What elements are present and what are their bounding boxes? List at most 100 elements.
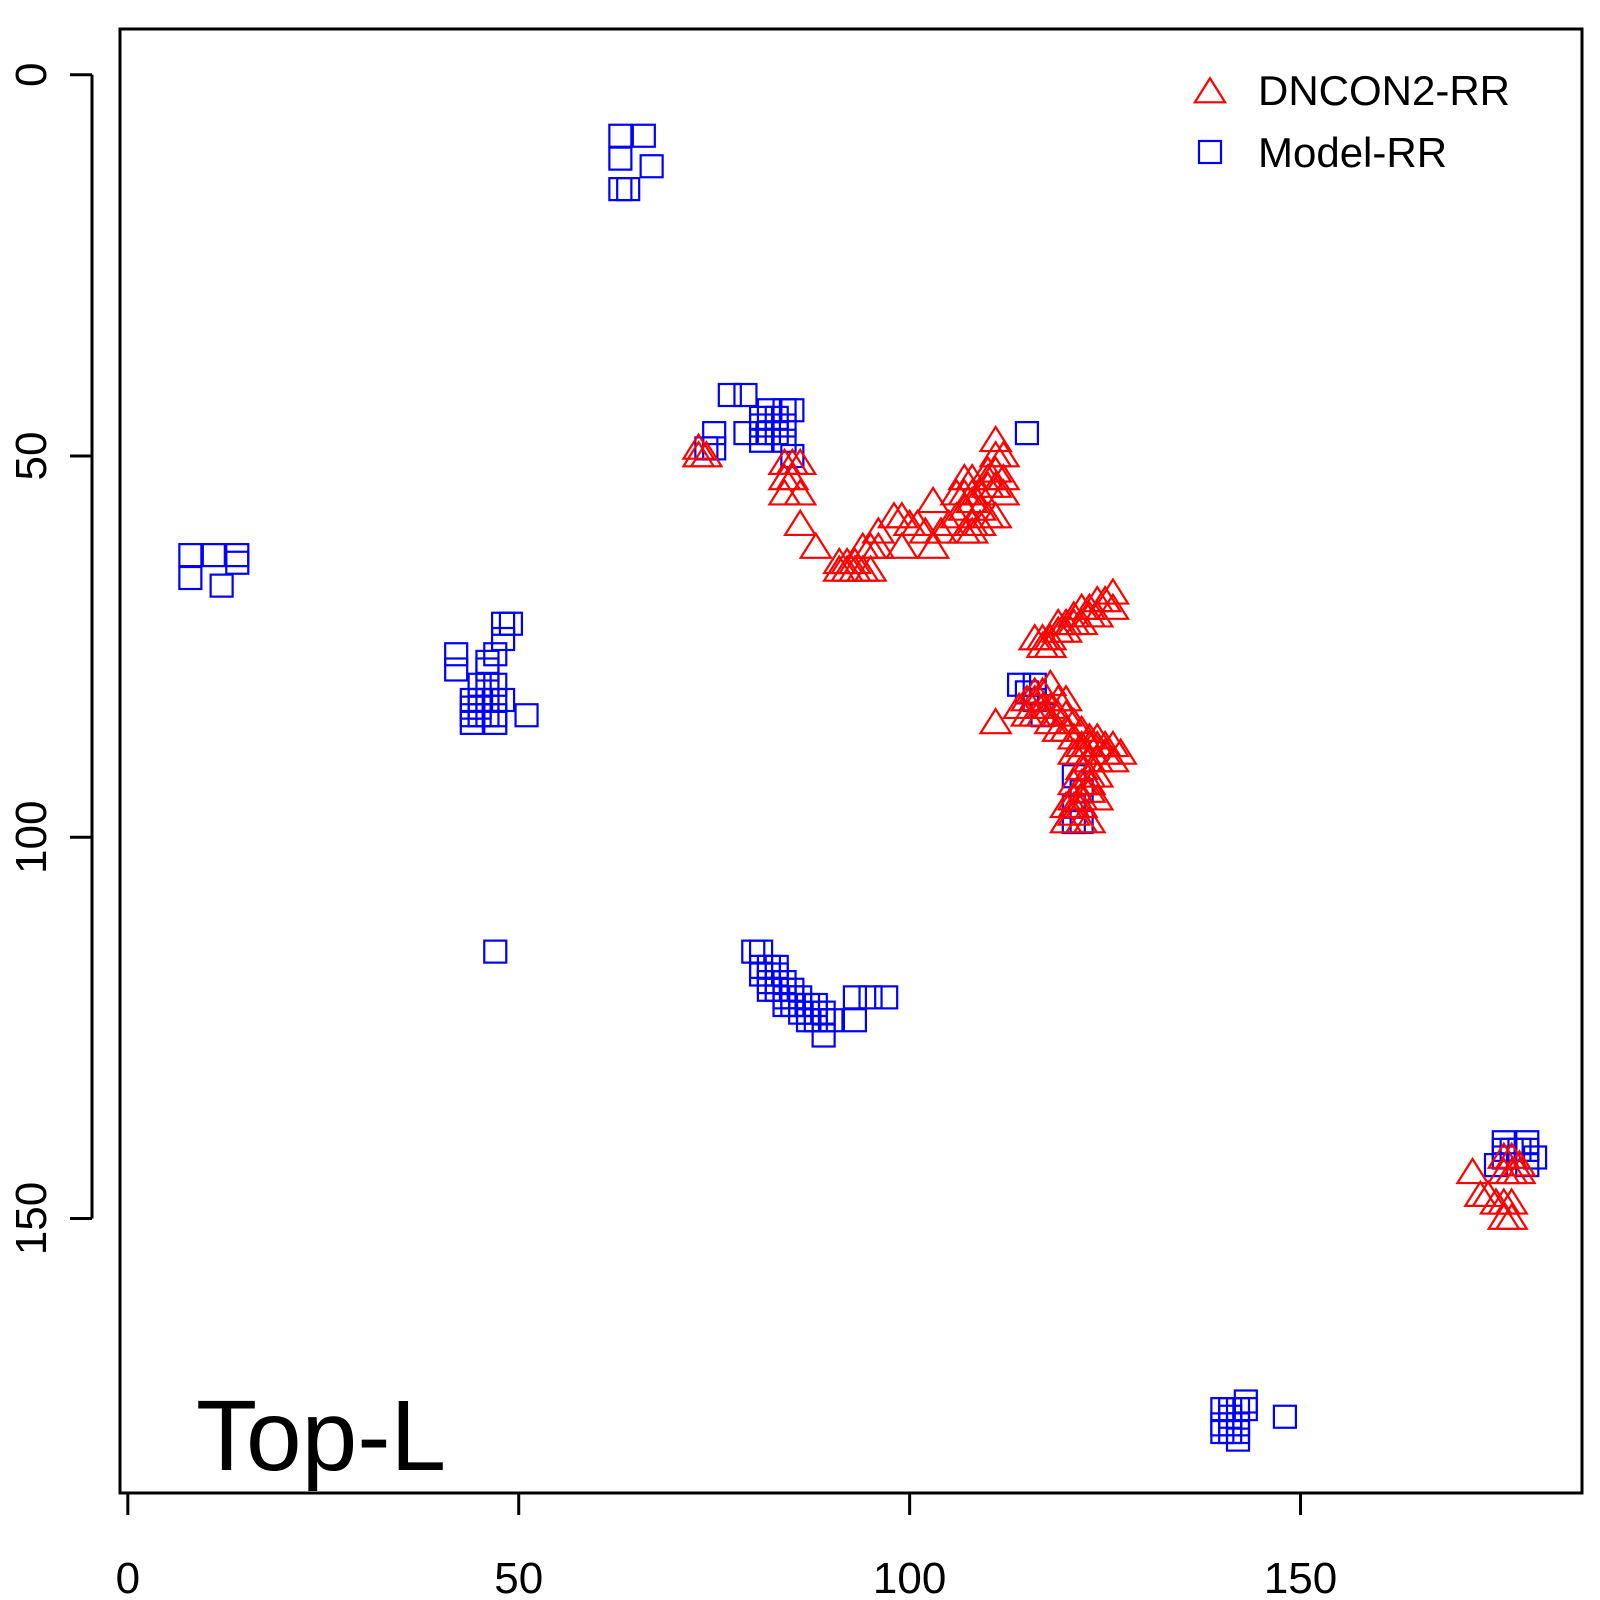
point-triangle xyxy=(861,516,896,544)
point-square xyxy=(717,382,742,408)
point-triangle xyxy=(1048,714,1084,742)
point-square xyxy=(772,413,797,438)
point-triangle xyxy=(1080,729,1115,758)
point-square xyxy=(842,1008,868,1033)
point-triangle xyxy=(783,508,818,537)
point-triangle xyxy=(1080,745,1115,773)
point-triangle xyxy=(978,455,1013,483)
point-square xyxy=(490,687,516,713)
point-square xyxy=(772,992,797,1018)
point-square xyxy=(608,146,633,171)
point-triangle xyxy=(798,531,833,559)
point-square xyxy=(459,687,484,713)
point-square xyxy=(498,611,524,636)
point-triangle xyxy=(1033,707,1068,735)
point-square xyxy=(201,543,226,568)
point-square xyxy=(733,382,758,408)
legend-label: DNCON2-RR xyxy=(1258,67,1510,114)
point-triangle xyxy=(1056,707,1091,735)
point-square xyxy=(819,1008,844,1033)
point-triangle xyxy=(1072,806,1107,834)
point-triangle xyxy=(1064,790,1099,819)
data-points xyxy=(178,123,1548,1452)
point-square xyxy=(764,421,789,446)
point-triangle xyxy=(1056,722,1091,750)
point-triangle xyxy=(1072,592,1107,620)
point-triangle xyxy=(1087,585,1123,613)
point-triangle xyxy=(884,501,919,529)
point-triangle xyxy=(1494,1202,1529,1230)
point-square xyxy=(483,642,508,667)
point-triangle xyxy=(1048,806,1084,834)
point-square xyxy=(209,573,234,598)
point-triangle xyxy=(689,440,724,468)
point-square xyxy=(733,421,758,446)
point-triangle xyxy=(962,478,998,506)
point-triangle xyxy=(884,531,919,559)
point-triangle xyxy=(837,546,873,575)
legend: DNCON2-RR Model-RR xyxy=(1192,67,1510,176)
point-triangle xyxy=(1471,1179,1506,1208)
point-triangle xyxy=(1095,577,1131,605)
point-triangle xyxy=(681,432,716,460)
point-square xyxy=(178,565,203,591)
point-triangle xyxy=(1033,691,1068,720)
point-triangle xyxy=(1494,1187,1529,1215)
point-triangle xyxy=(783,478,818,506)
x-tick-label: 150 xyxy=(1264,1554,1337,1600)
legend-square-icon xyxy=(1197,139,1223,165)
y-tick-label: 100 xyxy=(7,801,56,874)
point-triangle xyxy=(978,501,1013,529)
point-triangle xyxy=(1072,768,1107,796)
point-square xyxy=(616,177,641,202)
point-triangle xyxy=(1080,600,1115,628)
point-square xyxy=(748,405,774,430)
point-triangle xyxy=(1033,630,1068,659)
panel-label: Top-L xyxy=(196,1380,446,1492)
point-square xyxy=(1210,1419,1235,1445)
point-triangle xyxy=(962,508,998,537)
point-triangle xyxy=(1502,1156,1537,1185)
point-square xyxy=(225,550,250,575)
x-tick-label: 0 xyxy=(116,1554,140,1600)
point-triangle xyxy=(978,424,1013,453)
point-square xyxy=(490,626,516,652)
point-square xyxy=(514,703,539,728)
point-triangle xyxy=(986,478,1021,506)
legend-triangle-icon xyxy=(1192,76,1228,104)
point-square xyxy=(702,421,727,446)
point-square xyxy=(631,123,656,148)
point-square xyxy=(483,939,508,964)
point-square xyxy=(874,985,899,1010)
y-tick-label: 0 xyxy=(7,63,56,87)
point-square xyxy=(1233,1389,1258,1414)
point-triangle xyxy=(1455,1156,1490,1185)
point-triangle xyxy=(986,463,1021,491)
point-triangle xyxy=(1048,699,1084,727)
point-triangle xyxy=(1064,607,1099,636)
point-triangle xyxy=(1494,1141,1529,1169)
point-square xyxy=(467,672,492,697)
point-square xyxy=(811,1023,836,1048)
point-triangle xyxy=(962,493,998,521)
point-triangle xyxy=(978,470,1013,498)
point-triangle xyxy=(978,707,1013,735)
point-triangle xyxy=(1095,592,1131,620)
point-square xyxy=(1218,1404,1243,1429)
y-tick-label: 150 xyxy=(7,1182,56,1255)
point-triangle xyxy=(1072,775,1107,803)
point-triangle xyxy=(1056,798,1091,826)
point-triangle xyxy=(1033,623,1068,651)
x-tick-label: 50 xyxy=(494,1554,543,1600)
series-dncon2-rr xyxy=(681,424,1537,1230)
point-triangle xyxy=(1064,737,1099,765)
point-square xyxy=(858,985,883,1010)
point-triangle xyxy=(1087,737,1123,765)
point-triangle xyxy=(1048,684,1084,712)
x-tick-label: 100 xyxy=(873,1554,946,1600)
point-square xyxy=(780,398,805,423)
point-square xyxy=(1014,421,1040,446)
point-triangle xyxy=(931,508,966,537)
point-triangle xyxy=(1502,1149,1537,1177)
